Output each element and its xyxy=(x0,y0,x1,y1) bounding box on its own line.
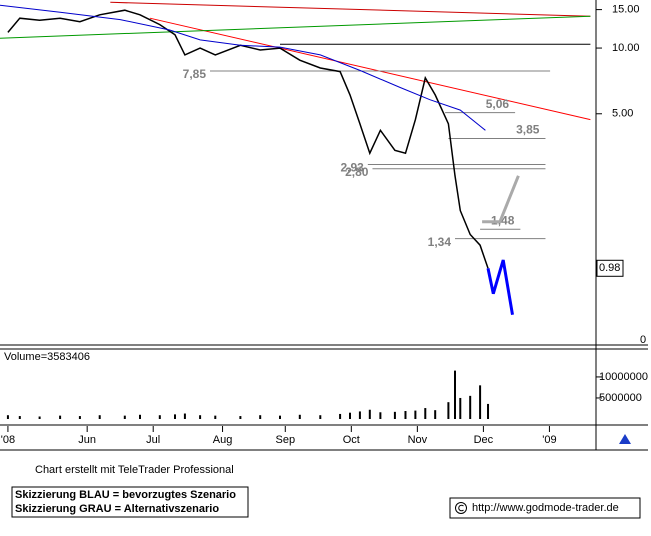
x-tick-label: Oct xyxy=(343,434,360,446)
x-tick-label: Nov xyxy=(408,434,428,446)
volume-bar xyxy=(199,415,202,419)
url: http://www.godmode-trader.de xyxy=(472,502,619,514)
volume-bar xyxy=(447,402,450,419)
credit: Chart erstellt mit TeleTrader Profession… xyxy=(35,464,234,476)
last-value-label: 0.98 xyxy=(599,262,620,274)
scenario-line xyxy=(482,175,520,224)
trend-line xyxy=(0,15,591,39)
volume-bar xyxy=(487,403,490,419)
volume-label: Volume=3583406 xyxy=(4,351,90,363)
level-label: 3,85 xyxy=(516,123,540,137)
volume-bar xyxy=(139,414,141,419)
level-label: 1,34 xyxy=(428,235,452,249)
volume-bar xyxy=(38,416,41,419)
volume-bar xyxy=(368,409,371,419)
volume-bar xyxy=(454,370,456,419)
volume-bar xyxy=(98,415,101,419)
x-tick-label: Aug xyxy=(213,434,233,446)
level-label: 7,85 xyxy=(183,67,207,81)
volume-bar xyxy=(469,395,472,419)
volume-bar xyxy=(459,397,462,419)
volume-bar xyxy=(183,413,186,419)
volume-bar xyxy=(174,414,176,419)
volume-bar xyxy=(479,385,482,419)
x-tick-label: '08 xyxy=(1,434,15,446)
legend-entry: Skizzierung GRAU = Alternativszenario xyxy=(15,503,219,515)
last-value-box xyxy=(596,259,624,277)
volume-bar xyxy=(239,416,242,419)
y-tick-label: 5000000 xyxy=(599,392,642,404)
trend-line xyxy=(149,17,591,121)
price-line xyxy=(0,4,486,131)
volume-bar xyxy=(393,411,396,419)
x-tick-label: Sep xyxy=(275,434,295,446)
legend-box xyxy=(11,486,249,518)
volume-bar xyxy=(59,415,62,419)
volume-bar xyxy=(18,416,21,419)
volume-bar xyxy=(358,411,361,419)
url-box xyxy=(449,497,641,519)
volume-bar xyxy=(298,414,301,419)
volume-bar xyxy=(279,415,281,419)
volume-bar xyxy=(379,412,382,419)
y-tick-label: 5.00 xyxy=(612,108,633,120)
level-label: 1,48 xyxy=(491,213,515,227)
level-label: 5,06 xyxy=(486,97,510,111)
x-tick-label: Jul xyxy=(146,434,160,446)
volume-bar xyxy=(339,413,342,419)
x-tick-label: '09 xyxy=(542,434,556,446)
price-line xyxy=(7,9,489,269)
x-tick-label: Dec xyxy=(474,434,494,446)
scenario-line xyxy=(486,259,514,316)
y-tick-label: 10.00 xyxy=(612,42,640,54)
y-tick-label: 15.00 xyxy=(612,4,640,16)
volume-bar xyxy=(424,408,427,419)
volume-bar xyxy=(349,412,351,419)
trend-line xyxy=(110,1,591,17)
copyright-icon xyxy=(455,502,467,514)
y-tick-label: 10000000 xyxy=(599,371,648,383)
volume-bar xyxy=(404,411,407,419)
volume-bar xyxy=(319,415,322,419)
volume-bar xyxy=(78,416,81,419)
level-label: 2,93 xyxy=(340,161,364,175)
volume-bar xyxy=(434,410,437,419)
level-label: 2,80 xyxy=(345,165,369,179)
legend-entry: Skizzierung BLAU = bevorzugtes Szenario xyxy=(15,489,236,501)
volume-bar xyxy=(414,410,417,419)
x-tick-label: Jun xyxy=(78,434,96,446)
copyright-icon xyxy=(458,504,464,512)
volume-bar xyxy=(259,415,262,419)
y-floor-label: 0 xyxy=(640,334,646,346)
volume-bar xyxy=(214,415,217,419)
volume-bar xyxy=(6,415,9,419)
volume-bar xyxy=(158,415,161,419)
volume-bar xyxy=(123,415,126,419)
nav-icon[interactable] xyxy=(619,434,631,444)
